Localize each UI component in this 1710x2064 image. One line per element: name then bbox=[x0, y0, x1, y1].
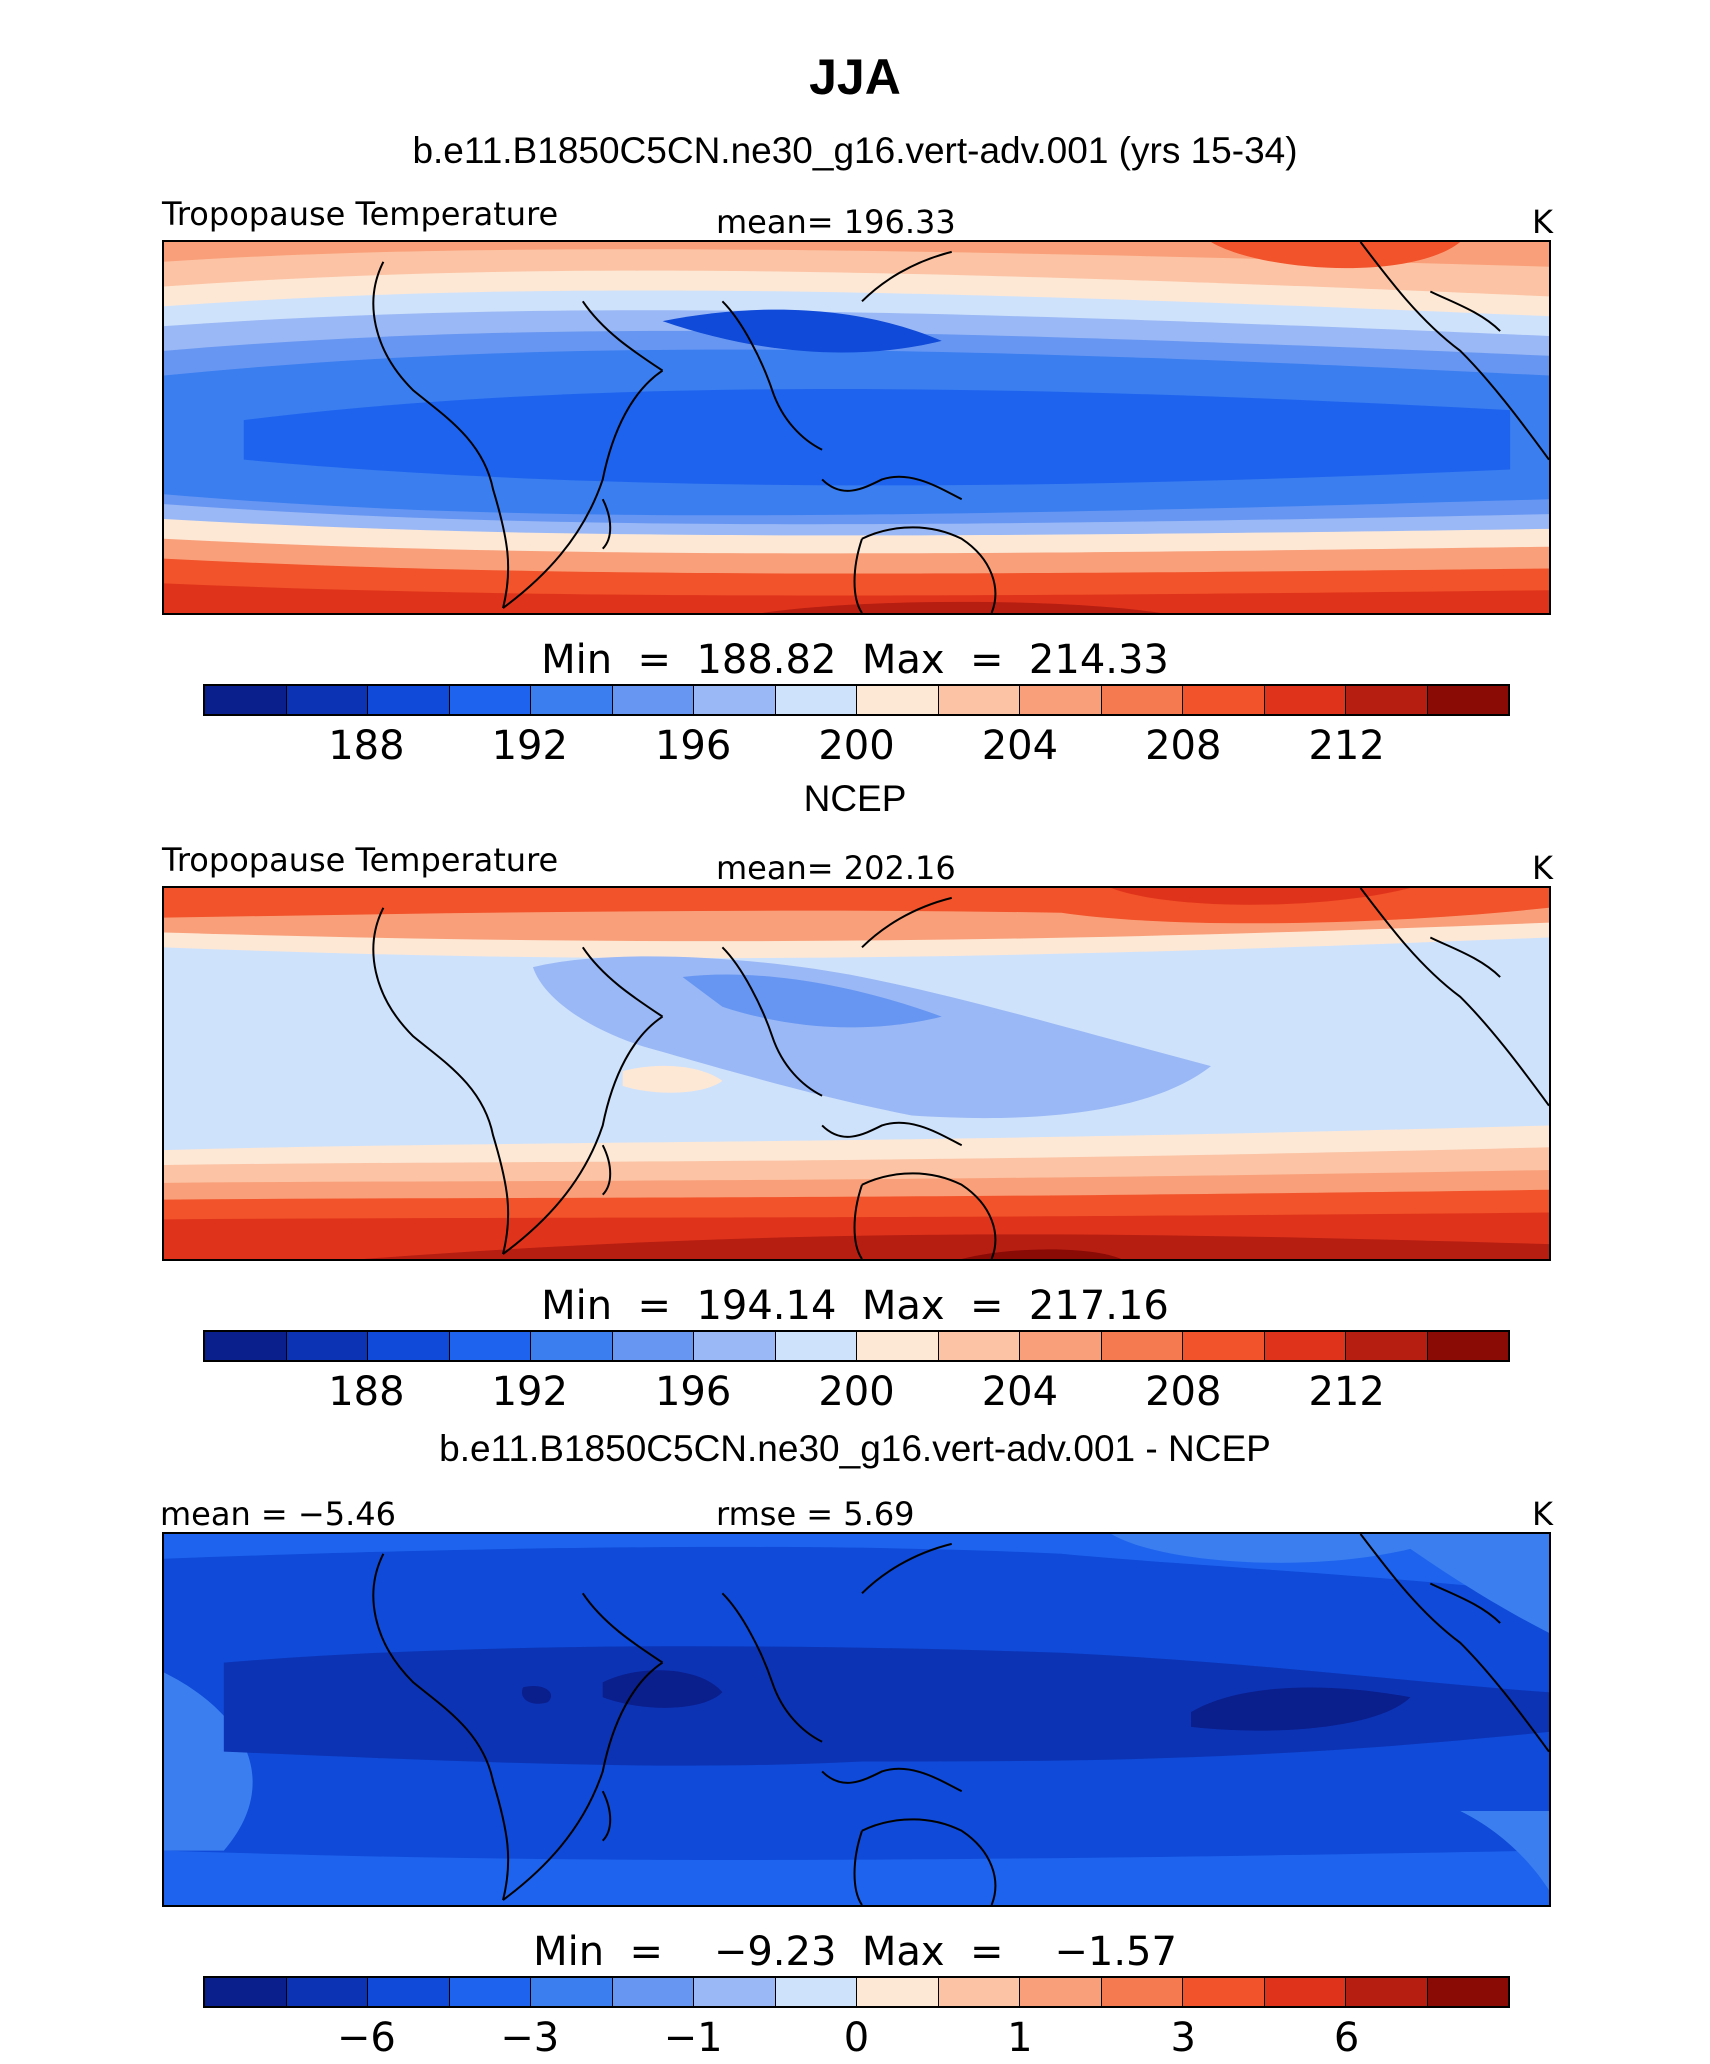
colorbar-swatch bbox=[1020, 1332, 1102, 1360]
colorbar-swatch bbox=[1264, 1978, 1346, 2006]
panel2-minmax: Min = 194.14 Max = 217.16 bbox=[541, 1283, 1169, 1329]
colorbar-tick-label: −3 bbox=[500, 2015, 560, 2061]
panel2-header: NCEP bbox=[803, 778, 907, 819]
colorbar-swatch bbox=[286, 1332, 368, 1360]
panel1-map bbox=[162, 240, 1551, 615]
colorbar-tick-label: 3 bbox=[1170, 2015, 1196, 2061]
panel3-units-label: K bbox=[1532, 1495, 1553, 1533]
panel1-variable-label: Tropopause Temperature bbox=[162, 195, 559, 233]
colorbar-tick-label: 208 bbox=[1145, 1369, 1222, 1415]
panel1-colorbar bbox=[203, 684, 1510, 716]
colorbar-swatch bbox=[1183, 1332, 1265, 1360]
colorbar-swatch bbox=[938, 1978, 1020, 2006]
colorbar-swatch bbox=[531, 1978, 613, 2006]
panel3-header: b.e11.B1850C5CN.ne30_g16.vert-adv.001 - … bbox=[439, 1428, 1271, 1469]
colorbar-swatch bbox=[1264, 1332, 1346, 1360]
figure-title: JJA bbox=[809, 49, 901, 105]
colorbar-tick-label: −1 bbox=[663, 2015, 723, 2061]
colorbar-swatch bbox=[1101, 686, 1183, 714]
panel3-mean-label: mean = −5.46 bbox=[160, 1495, 396, 1533]
colorbar-swatch bbox=[205, 686, 287, 714]
colorbar-swatch bbox=[205, 1332, 287, 1360]
colorbar-swatch bbox=[1346, 1332, 1428, 1360]
colorbar-swatch bbox=[857, 1332, 939, 1360]
colorbar-tick-label: 196 bbox=[654, 1369, 732, 1415]
colorbar-tick-label: 196 bbox=[654, 723, 732, 769]
colorbar-swatch bbox=[449, 686, 531, 714]
colorbar-swatch bbox=[938, 686, 1020, 714]
colorbar-swatch bbox=[1101, 1978, 1183, 2006]
colorbar-swatch bbox=[1346, 686, 1428, 714]
panel3-rmse-label: rmse = 5.69 bbox=[716, 1495, 915, 1533]
colorbar-tick-label: 204 bbox=[981, 723, 1059, 769]
colorbar-swatch bbox=[1101, 1332, 1183, 1360]
panel3-map bbox=[162, 1532, 1551, 1907]
panel1-minmax: Min = 188.82 Max = 214.33 bbox=[541, 637, 1169, 683]
colorbar-tick-label: 212 bbox=[1308, 723, 1385, 769]
colorbar-tick-label: 0 bbox=[843, 2015, 870, 2061]
panel2-units-label: K bbox=[1532, 849, 1553, 887]
colorbar-tick-label: 1 bbox=[1007, 2015, 1033, 2061]
panel2-variable-label: Tropopause Temperature bbox=[162, 841, 559, 879]
panel2-map bbox=[162, 886, 1551, 1261]
colorbar-swatch bbox=[1183, 1978, 1265, 2006]
colorbar-swatch bbox=[531, 1332, 613, 1360]
colorbar-tick-label: 212 bbox=[1308, 1369, 1385, 1415]
colorbar-swatch bbox=[1264, 686, 1346, 714]
colorbar-tick-label: −6 bbox=[336, 2015, 396, 2061]
colorbar-swatch bbox=[694, 686, 776, 714]
panel1-units-label: K bbox=[1532, 203, 1553, 241]
colorbar-swatch bbox=[1020, 686, 1102, 714]
colorbar-swatch bbox=[857, 1978, 939, 2006]
colorbar-swatch bbox=[368, 1332, 450, 1360]
colorbar-swatch bbox=[286, 686, 368, 714]
colorbar-tick-label: 192 bbox=[491, 1369, 568, 1415]
panel3-ticks: −6 −3 −1 0 1 3 6 bbox=[0, 2018, 1710, 2062]
colorbar-swatch bbox=[775, 1978, 857, 2006]
colorbar-swatch bbox=[938, 1332, 1020, 1360]
colorbar-tick-label: 192 bbox=[491, 723, 568, 769]
colorbar-swatch bbox=[1427, 1978, 1508, 2006]
colorbar-swatch bbox=[694, 1978, 776, 2006]
panel1-mean-label: mean= 196.33 bbox=[716, 203, 956, 241]
panel1-header: b.e11.B1850C5CN.ne30_g16.vert-adv.001 (y… bbox=[412, 130, 1298, 171]
colorbar-swatch bbox=[1427, 686, 1508, 714]
panel2-ticks: 188 192 196 200 204 208 212 bbox=[0, 1372, 1710, 1416]
colorbar-swatch bbox=[775, 686, 857, 714]
colorbar-swatch bbox=[1020, 1978, 1102, 2006]
panel3-minmax: Min = −9.23 Max = −1.57 bbox=[533, 1929, 1177, 1975]
colorbar-swatch bbox=[286, 1978, 368, 2006]
colorbar-swatch bbox=[612, 686, 694, 714]
colorbar-swatch bbox=[857, 686, 939, 714]
colorbar-tick-label: 6 bbox=[1333, 2015, 1360, 2061]
colorbar-swatch bbox=[775, 1332, 857, 1360]
panel3-colorbar bbox=[203, 1976, 1510, 2008]
colorbar-tick-label: 208 bbox=[1145, 723, 1222, 769]
colorbar-swatch bbox=[694, 1332, 776, 1360]
colorbar-tick-label: 200 bbox=[818, 723, 895, 769]
panel1-ticks: 188 192 196 200 204 208 212 bbox=[0, 726, 1710, 770]
colorbar-swatch bbox=[368, 686, 450, 714]
colorbar-tick-label: 200 bbox=[818, 1369, 895, 1415]
colorbar-swatch bbox=[1346, 1978, 1428, 2006]
colorbar-swatch bbox=[531, 686, 613, 714]
colorbar-tick-label: 188 bbox=[328, 1369, 405, 1415]
colorbar-swatch bbox=[205, 1978, 287, 2006]
colorbar-swatch bbox=[449, 1332, 531, 1360]
colorbar-tick-label: 204 bbox=[981, 1369, 1059, 1415]
colorbar-swatch bbox=[1427, 1332, 1508, 1360]
colorbar-swatch bbox=[612, 1332, 694, 1360]
colorbar-tick-label: 188 bbox=[328, 723, 405, 769]
colorbar-swatch bbox=[612, 1978, 694, 2006]
colorbar-swatch bbox=[368, 1978, 450, 2006]
colorbar-swatch bbox=[1183, 686, 1265, 714]
panel2-mean-label: mean= 202.16 bbox=[716, 849, 956, 887]
panel2-colorbar bbox=[203, 1330, 1510, 1362]
colorbar-swatch bbox=[449, 1978, 531, 2006]
